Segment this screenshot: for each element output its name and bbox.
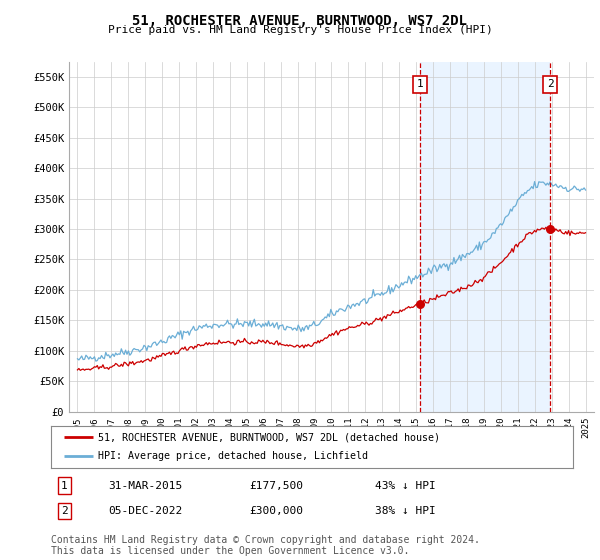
Text: Contains HM Land Registry data © Crown copyright and database right 2024.
This d: Contains HM Land Registry data © Crown c…: [51, 535, 480, 557]
Text: 51, ROCHESTER AVENUE, BURNTWOOD, WS7 2DL: 51, ROCHESTER AVENUE, BURNTWOOD, WS7 2DL: [133, 14, 467, 28]
Text: 1: 1: [61, 480, 67, 491]
Text: 2: 2: [547, 80, 554, 90]
Text: 05-DEC-2022: 05-DEC-2022: [109, 506, 182, 516]
Text: Price paid vs. HM Land Registry's House Price Index (HPI): Price paid vs. HM Land Registry's House …: [107, 25, 493, 35]
Text: 2: 2: [61, 506, 67, 516]
Point: [416, 299, 425, 308]
Point: [545, 225, 555, 234]
Text: £300,000: £300,000: [250, 506, 304, 516]
Text: 51, ROCHESTER AVENUE, BURNTWOOD, WS7 2DL (detached house): 51, ROCHESTER AVENUE, BURNTWOOD, WS7 2DL…: [98, 432, 440, 442]
Text: 43% ↓ HPI: 43% ↓ HPI: [374, 480, 436, 491]
Text: 31-MAR-2015: 31-MAR-2015: [109, 480, 182, 491]
Text: 1: 1: [417, 80, 424, 90]
Text: HPI: Average price, detached house, Lichfield: HPI: Average price, detached house, Lich…: [98, 451, 368, 461]
Bar: [421, 62, 550, 412]
Text: £177,500: £177,500: [250, 480, 304, 491]
Text: 38% ↓ HPI: 38% ↓ HPI: [374, 506, 436, 516]
